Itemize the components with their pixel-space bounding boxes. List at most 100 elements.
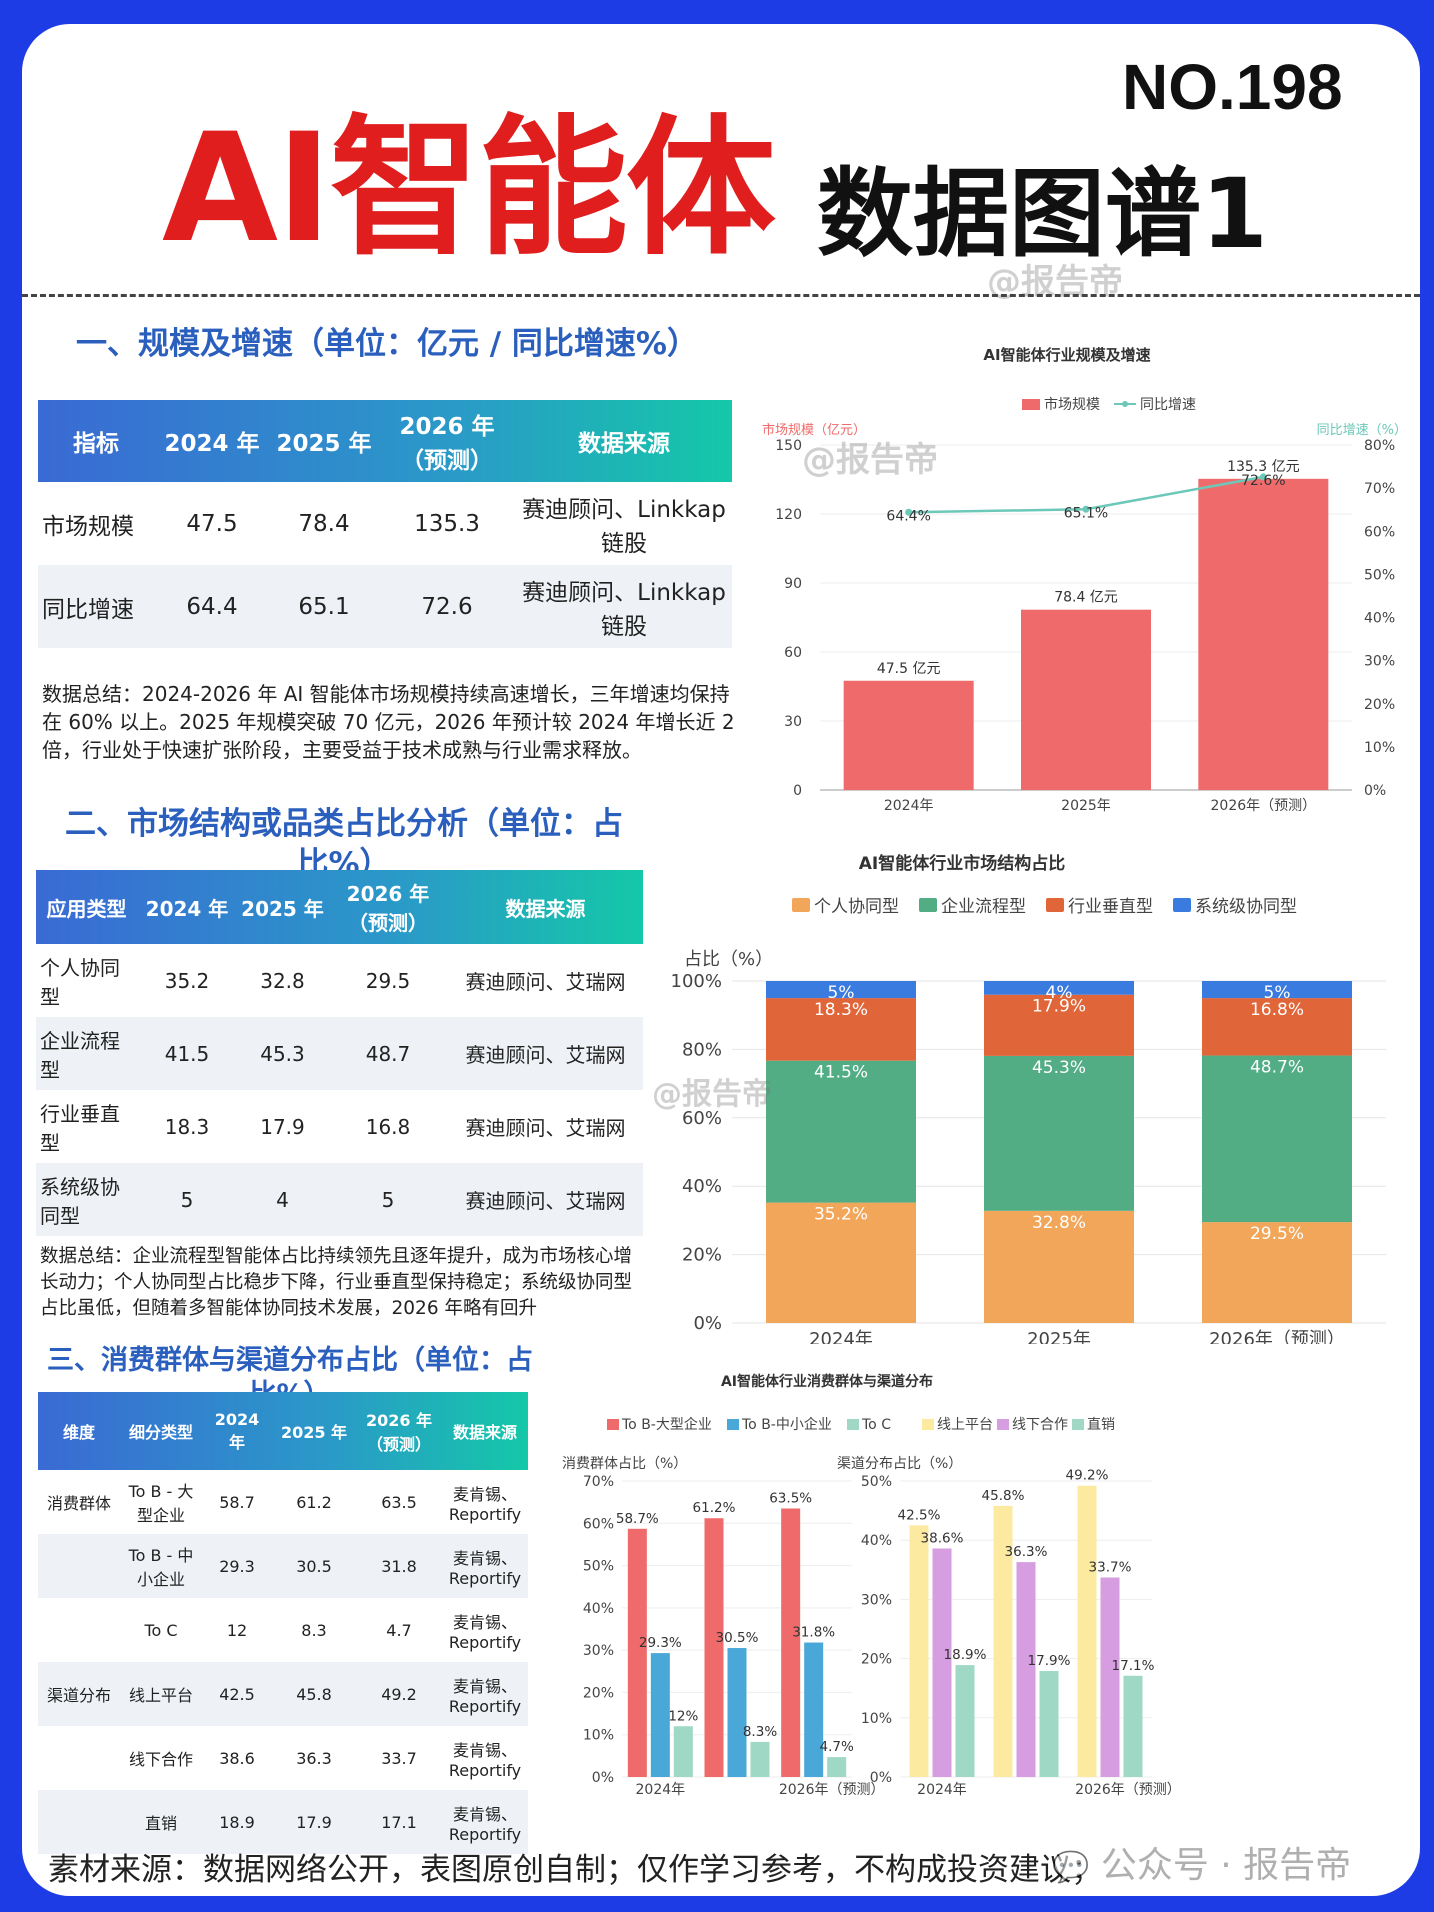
table-cell: 33.7 (381, 1748, 417, 1768)
y-tick-label: 0 (793, 783, 802, 799)
table-cell: 麦肯锡、Reportify (442, 1534, 528, 1598)
table-cell: 72.6 (378, 565, 516, 648)
data-label: 5% (1264, 983, 1291, 1003)
legend-label: 直销 (1087, 1416, 1115, 1433)
y2-tick-label: 70% (1364, 481, 1395, 497)
y-tick-label: 150 (775, 438, 802, 454)
y-tick-label: 50% (861, 1474, 892, 1490)
stack-segment (766, 981, 916, 999)
section1-summary: 数据总结：2024-2026 年 AI 智能体市场规模持续高速增长，三年增速均保… (42, 682, 735, 762)
legend-label: 企业流程型 (941, 897, 1026, 917)
y-tick-label: 120 (775, 507, 802, 523)
bar (1016, 1562, 1036, 1777)
legend-swatch (922, 1419, 934, 1430)
table-header: 数据来源 (578, 431, 670, 457)
table-row: 消费群体 To B - 大型企业 58.7 61.2 63.5 麦肯锡、Repo… (38, 1470, 528, 1534)
bar (627, 1528, 647, 1777)
bar (1021, 609, 1151, 790)
data-label: 41.5% (814, 1063, 868, 1083)
chart-title: AI智能体行业市场结构占比 (859, 853, 1065, 874)
y2-tick-label: 80% (1364, 438, 1395, 454)
table-header: 2025 年 (276, 431, 372, 457)
footer-account-label: 公众号 · 报告帝 (1100, 1845, 1352, 1886)
table-header: 2024 年 (164, 431, 260, 457)
table-header: 指标 (73, 431, 119, 457)
table-cell (38, 1534, 120, 1598)
table-cell: 麦肯锡、Reportify (448, 1612, 522, 1652)
data-label: 5% (828, 983, 855, 1003)
bar (1077, 1485, 1097, 1777)
legend-swatch (847, 1419, 859, 1430)
table-cell: 64.4 (154, 565, 270, 648)
dashed-divider (22, 294, 1420, 297)
data-label: 33.7% (1089, 1559, 1132, 1575)
bar (1123, 1675, 1143, 1777)
y2-tick-label: 0% (1364, 783, 1386, 799)
bar (750, 1741, 770, 1777)
table-header: 2025 年 (280, 1423, 348, 1442)
table-header: 维度 (62, 1423, 95, 1442)
x-tick-label: 2026年（预测） (1211, 798, 1317, 814)
table-header: 2026 年（预测） (399, 414, 495, 474)
legend-swatch (607, 1419, 619, 1430)
x-tick-label: 2025年 (1027, 1329, 1091, 1344)
bar (843, 680, 974, 790)
table-header: 应用类型 (46, 896, 127, 921)
legend-swatch (1046, 898, 1064, 912)
y-tick-label: 60% (682, 1108, 722, 1129)
table-header: 2024 年 (145, 896, 229, 921)
table-cell (38, 1790, 120, 1854)
data-label: 47.5 亿元 (877, 661, 941, 677)
watermark: @报告帝 (652, 1077, 772, 1112)
line-label: 65.1% (1064, 505, 1108, 521)
y-tick-label: 20% (682, 1245, 722, 1266)
bar (993, 1505, 1013, 1777)
legend-swatch (1122, 401, 1128, 407)
y-tick-label: 10% (583, 1728, 614, 1744)
table-cell: 38.6 (219, 1748, 255, 1768)
table-cell: 行业垂直型 (40, 1101, 120, 1155)
table-cell: To B - 大型企业 (128, 1482, 194, 1525)
y2-tick-label: 20% (1364, 697, 1395, 713)
section2-title: 二、市场结构或品类占比分析（单位：占比%） (65, 806, 623, 882)
table-cell: 麦肯锡、Reportify (448, 1740, 522, 1780)
stack-segment (766, 1202, 916, 1323)
legend-label: To B-中小企业 (741, 1416, 832, 1433)
y-tick-label: 30% (861, 1592, 892, 1608)
bar (727, 1648, 747, 1777)
data-label: 78.4 亿元 (1054, 590, 1118, 606)
y-axis-label: 占比（%） (684, 949, 773, 970)
data-label: 12% (668, 1708, 698, 1724)
x-tick-label: 2026年（预测） (1075, 1782, 1181, 1798)
stack-segment (984, 981, 1134, 995)
table-cell: 赛迪顾问、Linkkap链股 (516, 565, 732, 648)
table-cell: 赛迪顾问、艾瑞网 (448, 1163, 643, 1236)
table-row: 线下合作 38.6 36.3 33.7 麦肯锡、Reportify (38, 1726, 528, 1790)
table-cell: 企业流程型 (36, 1017, 137, 1090)
table-cell: 18.3 (164, 1114, 210, 1139)
bar (673, 1726, 693, 1777)
bar (1100, 1577, 1120, 1777)
report-card: NO.198 AI智能体 数据图谱1 @报告帝 一、规模及增速（单位：亿元 / … (22, 24, 1420, 1896)
legend-label: To B-大型企业 (621, 1416, 712, 1433)
table-cell: 渠道分布 (38, 1662, 120, 1726)
stack-segment (1202, 1055, 1352, 1223)
data-label: 63.5% (769, 1490, 812, 1506)
y2-axis-label: 同比增速（%） (1317, 423, 1407, 438)
data-label: 38.6% (921, 1530, 964, 1546)
table-cell: 同比增速 (38, 565, 154, 648)
y-tick-label: 10% (861, 1711, 892, 1727)
data-label: 36.3% (1005, 1544, 1048, 1560)
y-tick-label: 70% (583, 1474, 614, 1490)
stack-segment (984, 994, 1134, 1056)
x-tick-label: 2025年 (1061, 798, 1111, 814)
section1-title: 一、规模及增速（单位：亿元 / 同比增速%） (76, 326, 698, 362)
section3-table: 维度 细分类型 2024 年 2025 年 2026 年（预测） 数据来源 消费… (38, 1392, 528, 1854)
table-cell: 65.1 (270, 565, 378, 648)
y-tick-label: 30 (784, 714, 802, 730)
table-cell: 45.8 (272, 1662, 356, 1726)
issue-number: NO.198 (1122, 51, 1343, 123)
y-tick-label: 0% (693, 1313, 722, 1334)
legend-swatch (727, 1419, 739, 1430)
y2-tick-label: 50% (1364, 567, 1395, 583)
